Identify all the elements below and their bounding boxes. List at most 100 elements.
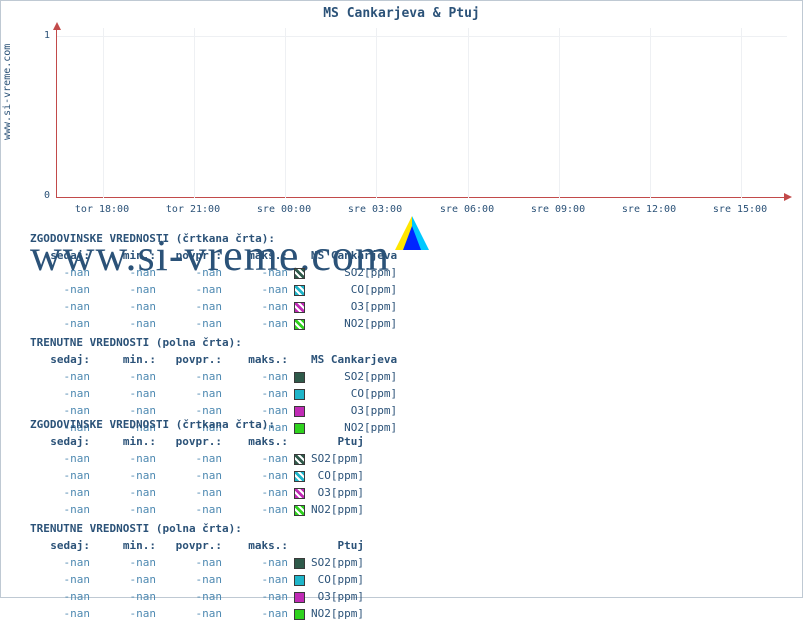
xtick-label: sre 15:00 (700, 204, 780, 215)
series-swatch (294, 558, 305, 569)
param-label: SO2[ppm] (311, 264, 403, 281)
value-cell: -nan (30, 450, 96, 467)
value-cell: -nan (96, 554, 162, 571)
value-cell: -nan (30, 298, 96, 315)
table-row: -nan-nan-nan-nanCO[ppm] (30, 281, 403, 298)
table-row: -nan-nan-nan-nanO3[ppm] (30, 588, 370, 605)
table-row: -nan-nan-nan-nanNO2[ppm] (30, 315, 403, 332)
table-row: -nan-nan-nan-nanCO[ppm] (30, 467, 370, 484)
value-cell: -nan (162, 484, 228, 501)
value-cell: -nan (96, 450, 162, 467)
series-swatch (294, 471, 305, 482)
col-station-0: MS Cankarjeva (311, 247, 403, 264)
table-row: -nan-nan-nan-nanSO2[ppm] (30, 264, 403, 281)
table-curr-1: sedaj: min.: povpr.: maks.: Ptuj -nan-na… (30, 537, 370, 622)
series-swatch (294, 406, 305, 417)
xtick-label: sre 09:00 (518, 204, 598, 215)
gridline-v (194, 28, 195, 198)
xtick-label: sre 03:00 (335, 204, 415, 215)
xtick-label: tor 18:00 (62, 204, 142, 215)
table-row: -nan-nan-nan-nanCO[ppm] (30, 571, 370, 588)
param-label: CO[ppm] (311, 385, 403, 402)
value-cell: -nan (96, 501, 162, 518)
param-label: O3[ppm] (311, 484, 370, 501)
y-axis-source-label: www.si-vreme.com (2, 44, 13, 140)
series-swatch (294, 609, 305, 620)
value-cell: -nan (228, 450, 294, 467)
value-cell: -nan (162, 588, 228, 605)
value-cell: -nan (30, 281, 96, 298)
xtick-label: sre 00:00 (244, 204, 324, 215)
table-row: -nan-nan-nan-nanNO2[ppm] (30, 605, 370, 622)
value-cell: -nan (96, 368, 162, 385)
value-cell: -nan (162, 281, 228, 298)
series-swatch (294, 454, 305, 465)
series-swatch (294, 285, 305, 296)
series-swatch (294, 372, 305, 383)
value-cell: -nan (162, 571, 228, 588)
series-swatch (294, 319, 305, 330)
value-cell: -nan (30, 554, 96, 571)
param-label: SO2[ppm] (311, 368, 403, 385)
value-cell: -nan (30, 264, 96, 281)
value-cell: -nan (30, 501, 96, 518)
col-povpr: povpr.: (162, 247, 228, 264)
value-cell: -nan (96, 264, 162, 281)
value-cell: -nan (162, 554, 228, 571)
value-cell: -nan (30, 315, 96, 332)
value-cell: -nan (228, 385, 294, 402)
value-cell: -nan (96, 281, 162, 298)
value-cell: -nan (228, 264, 294, 281)
param-label: NO2[ppm] (311, 605, 370, 622)
series-swatch (294, 389, 305, 400)
param-label: SO2[ppm] (311, 554, 370, 571)
value-cell: -nan (96, 385, 162, 402)
param-label: CO[ppm] (311, 467, 370, 484)
param-label: O3[ppm] (311, 588, 370, 605)
col-maks: maks.: (228, 247, 294, 264)
param-label: NO2[ppm] (311, 315, 403, 332)
value-cell: -nan (228, 501, 294, 518)
gridline-h (57, 36, 787, 37)
value-cell: -nan (162, 385, 228, 402)
section-title-curr-0: TRENUTNE VREDNOSTI (polna črta): (30, 334, 790, 351)
section-title-hist-1: ZGODOVINSKE VREDNOSTI (črtkana črta): (30, 416, 790, 433)
value-cell: -nan (228, 315, 294, 332)
x-axis-arrow (784, 193, 792, 201)
param-label: CO[ppm] (311, 281, 403, 298)
table-row: -nan-nan-nan-nanSO2[ppm] (30, 368, 403, 385)
gridline-v (376, 28, 377, 198)
value-cell: -nan (162, 264, 228, 281)
chart-area: 0 1 tor 18:00tor 21:00sre 00:00sre 03:00… (56, 28, 786, 198)
col-sedaj: sedaj: (30, 247, 96, 264)
value-cell: -nan (228, 605, 294, 622)
series-swatch (294, 575, 305, 586)
value-cell: -nan (30, 571, 96, 588)
col-min: min.: (96, 247, 162, 264)
value-cell: -nan (30, 467, 96, 484)
value-cell: -nan (162, 315, 228, 332)
value-cell: -nan (96, 298, 162, 315)
value-cell: -nan (30, 588, 96, 605)
value-cell: -nan (96, 315, 162, 332)
value-cell: -nan (96, 467, 162, 484)
value-cell: -nan (228, 368, 294, 385)
xtick-label: sre 12:00 (609, 204, 689, 215)
ytick-0: 0 (10, 190, 50, 201)
table-hist-0: sedaj: min.: povpr.: maks.: MS Cankarjev… (30, 247, 403, 332)
param-label: O3[ppm] (311, 298, 403, 315)
tables-station-1: ZGODOVINSKE VREDNOSTI (črtkana črta): se… (30, 416, 790, 622)
chart-title: MS Cankarjeva & Ptuj (0, 6, 803, 21)
gridline-v (559, 28, 560, 198)
value-cell: -nan (228, 588, 294, 605)
value-cell: -nan (96, 571, 162, 588)
series-swatch (294, 302, 305, 313)
value-cell: -nan (30, 605, 96, 622)
series-swatch (294, 268, 305, 279)
value-cell: -nan (228, 281, 294, 298)
value-cell: -nan (228, 467, 294, 484)
series-swatch (294, 488, 305, 499)
table-row: -nan-nan-nan-nanO3[ppm] (30, 484, 370, 501)
value-cell: -nan (30, 385, 96, 402)
param-label: NO2[ppm] (311, 501, 370, 518)
